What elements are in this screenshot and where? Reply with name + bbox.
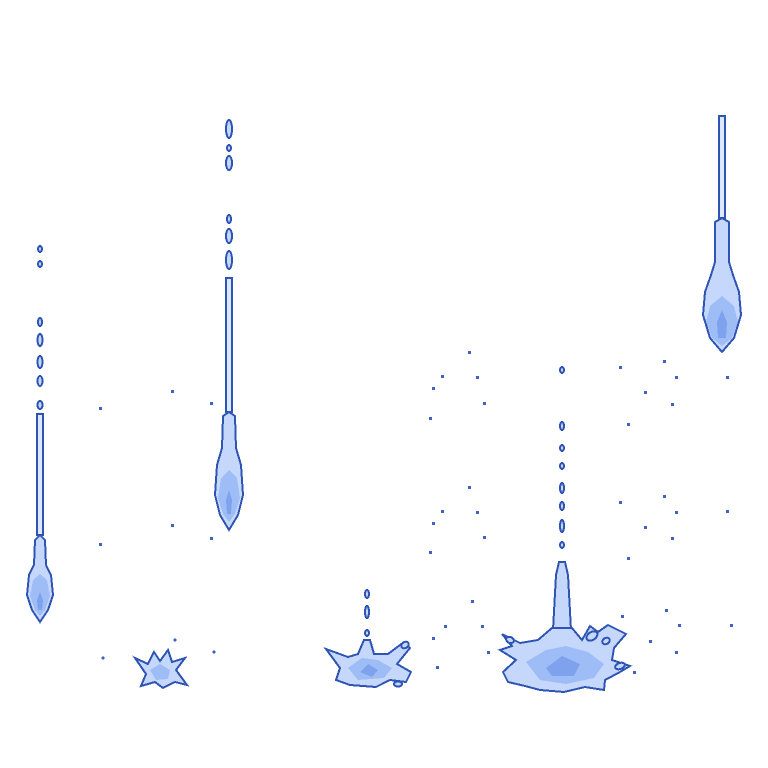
mist-particle xyxy=(665,609,668,612)
mist-particles xyxy=(99,351,733,674)
mist-particle xyxy=(210,537,213,540)
mist-particle xyxy=(627,557,630,560)
drop-stream xyxy=(718,115,726,219)
mist-particle xyxy=(99,543,102,546)
mist-particle xyxy=(429,551,432,554)
mist-particle xyxy=(476,511,479,514)
mist-particle xyxy=(432,637,435,640)
trail-droplets xyxy=(559,366,565,549)
large-splash xyxy=(497,366,633,694)
mist-particle xyxy=(644,391,647,394)
mist-particle xyxy=(487,651,490,654)
mist-particle xyxy=(432,387,435,390)
mist-particle xyxy=(644,526,647,529)
mist-particle xyxy=(726,376,729,379)
falling-drop-long-trail xyxy=(25,245,55,624)
mist-particle xyxy=(471,600,474,603)
mist-particle xyxy=(671,403,674,406)
mist-particle xyxy=(476,376,479,379)
small-splash xyxy=(101,638,216,690)
mist-particle xyxy=(649,640,652,643)
trail-droplets xyxy=(36,245,44,410)
drop-stream xyxy=(225,277,233,413)
mist-particle xyxy=(429,417,432,420)
mist-particle xyxy=(619,366,622,369)
mist-particle xyxy=(663,495,666,498)
mist-particle xyxy=(675,376,678,379)
mist-particle xyxy=(468,486,471,489)
trail-droplets xyxy=(364,589,370,637)
mist-particle xyxy=(726,510,729,513)
mist-particle xyxy=(468,351,471,354)
mist-particle xyxy=(663,360,666,363)
drop-stream xyxy=(36,413,44,536)
mist-particle xyxy=(483,536,486,539)
mist-particle xyxy=(730,624,733,627)
mist-particle xyxy=(619,501,622,504)
mist-particle xyxy=(633,671,636,674)
mist-particle xyxy=(675,511,678,514)
mist-particle xyxy=(99,407,102,410)
trail-droplets xyxy=(225,119,233,270)
mist-particle xyxy=(627,423,630,426)
mist-particle xyxy=(441,510,444,513)
mist-particle xyxy=(210,402,213,405)
mist-particle xyxy=(432,522,435,525)
mist-particle xyxy=(444,625,447,628)
mist-particle xyxy=(675,651,678,654)
mist-particle xyxy=(621,615,624,618)
mist-particle xyxy=(441,375,444,378)
mist-particle xyxy=(483,402,486,405)
falling-drop-short xyxy=(213,119,245,532)
mist-particle xyxy=(436,666,439,669)
mist-particle xyxy=(171,524,174,527)
mist-particle xyxy=(678,624,681,627)
medium-splash xyxy=(323,589,413,689)
splash-column xyxy=(551,561,573,631)
mist-particle xyxy=(481,625,484,628)
mist-particle xyxy=(171,390,174,393)
falling-drop-stream xyxy=(701,115,743,354)
mist-particle xyxy=(671,537,674,540)
